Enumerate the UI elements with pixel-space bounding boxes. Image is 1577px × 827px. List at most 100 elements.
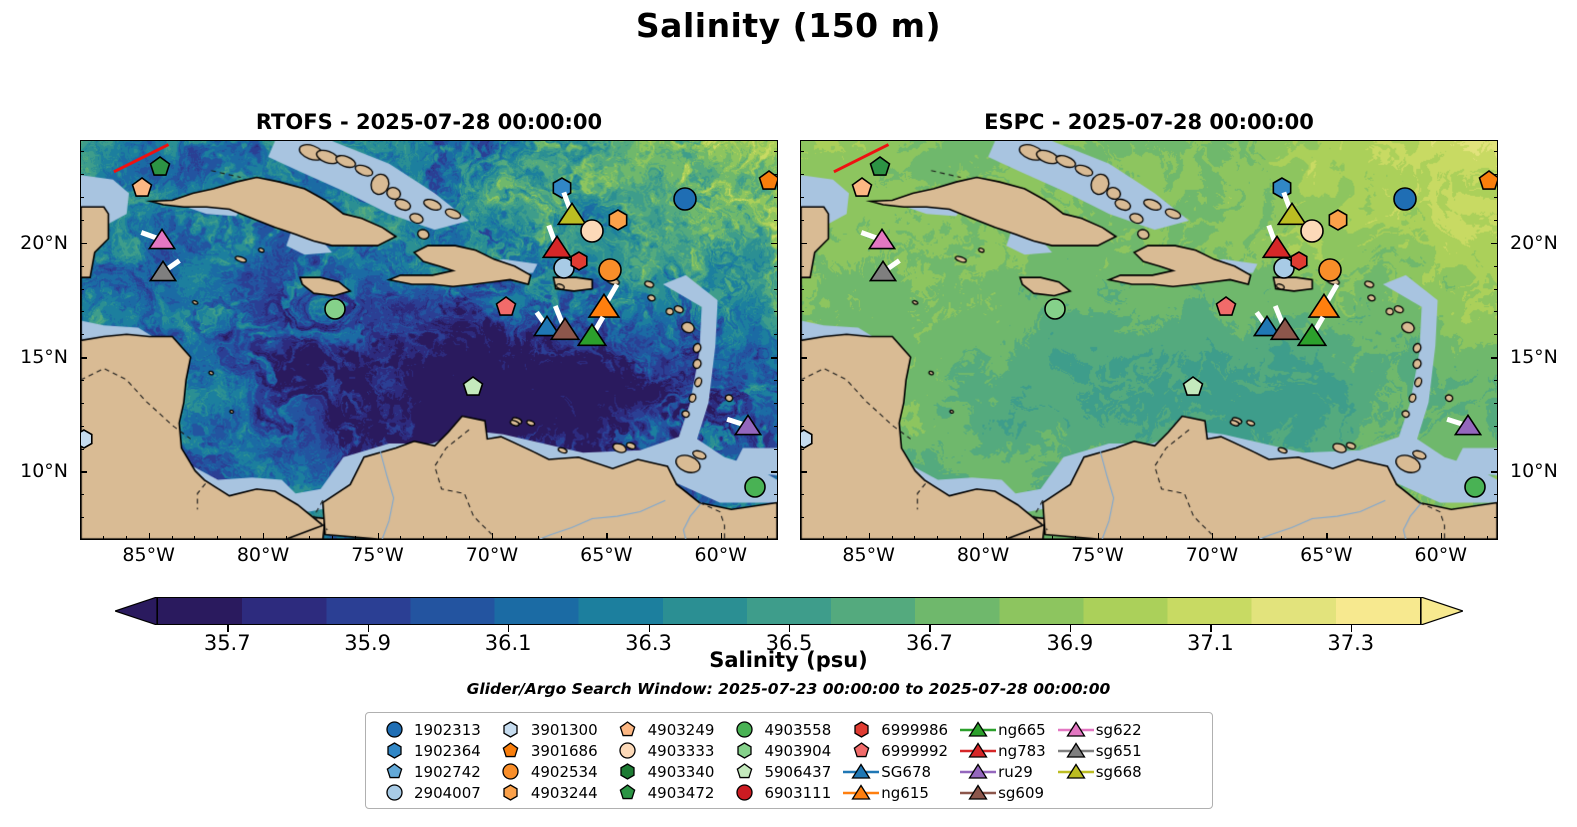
legend-box[interactable]: 1902313 1902364 1902742 2904007 3901300 39016… — [365, 712, 1213, 809]
map-marker-6999992[interactable] — [493, 294, 519, 320]
map-marker-sg651[interactable] — [869, 258, 898, 286]
map-marker-4903244[interactable] — [605, 207, 631, 233]
legend-item-4903340[interactable]: 4903340 — [608, 761, 725, 782]
map-marker-ru29[interactable] — [1453, 412, 1483, 440]
legend-item-4903333[interactable]: 4903333 — [608, 740, 725, 761]
xtick — [1440, 533, 1443, 539]
legend-item-6999986[interactable]: 6999986 — [841, 719, 958, 740]
legend-item-4903249[interactable]: 4903249 — [608, 719, 725, 740]
legend-item-sg668[interactable]: sg668 — [1056, 761, 1152, 782]
ytick-minor — [774, 380, 778, 381]
map-marker-sg668[interactable] — [1276, 200, 1308, 230]
legend-item-sg622[interactable]: sg622 — [1056, 719, 1152, 740]
legend-item-6903111[interactable]: 6903111 — [724, 782, 841, 803]
map-marker-1902364[interactable] — [549, 175, 575, 201]
map-marker-sg668[interactable] — [556, 200, 588, 230]
map-marker-3901686[interactable] — [1476, 168, 1497, 194]
search-window-caption: Glider/Argo Search Window: 2025-07-23 00… — [466, 680, 1111, 698]
xtick-minor — [285, 536, 287, 540]
map-marker-4903904[interactable] — [322, 296, 348, 322]
map-marker-5906437[interactable] — [1180, 374, 1206, 400]
legend-item-ru29[interactable]: ru29 — [958, 761, 1056, 782]
legend-item-3901686[interactable]: 3901686 — [491, 740, 608, 761]
xtick-label: 75°W — [351, 544, 404, 566]
colorbar[interactable]: 35.7 35.9 36.1 36.3 36.5 36.7 36.9 37.1 37.3 — [115, 597, 1463, 655]
map-marker-4903244[interactable] — [1325, 207, 1351, 233]
colorbar-gradient — [157, 597, 1421, 625]
ytick-minor — [80, 494, 84, 496]
legend-item-1902364[interactable]: 1902364 — [374, 740, 491, 761]
legend-item-5906437[interactable]: 5906437 — [724, 761, 841, 782]
map-marker-ng665[interactable] — [1297, 321, 1328, 351]
map-panel-rtofs: RTOFS - 2025-07-28 00:00:00 85°W 80°W 75°W… — [20, 110, 778, 566]
map-marker-4903558[interactable] — [742, 474, 768, 500]
legend-item-6999992[interactable]: 6999992 — [841, 740, 958, 761]
legend-item-sg609[interactable]: sg609 — [958, 782, 1056, 803]
legend-item-ng665[interactable]: ng665 — [958, 719, 1056, 740]
legend-item-SG678[interactable]: SG678 — [841, 761, 958, 782]
legend-label: 4903340 — [647, 762, 715, 781]
ytick-minor — [1494, 380, 1498, 381]
map-marker-SG678[interactable] — [532, 313, 561, 341]
map-marker-sg622[interactable] — [868, 226, 897, 254]
map-marker-4902534[interactable] — [596, 256, 624, 284]
map-marker-5906437[interactable] — [460, 374, 486, 400]
map-marker-1902313[interactable] — [671, 185, 699, 213]
legend-item-4903244[interactable]: 4903244 — [491, 782, 608, 803]
map-marker-1902364[interactable] — [1269, 175, 1295, 201]
legend-label: 4903558 — [764, 720, 832, 739]
map-marker-4903558[interactable] — [1462, 474, 1488, 500]
ytick — [771, 471, 778, 473]
ytick-minor — [800, 334, 804, 336]
legend-item-4903904[interactable]: 4903904 — [724, 740, 841, 761]
ytick-minor — [80, 288, 84, 290]
map-marker-3901300[interactable] — [801, 427, 816, 451]
ytick-minor — [774, 448, 778, 450]
map-marker-1902313[interactable] — [1391, 185, 1419, 213]
map-marker-6999986[interactable] — [1287, 249, 1311, 273]
ytick-minor — [1494, 494, 1498, 496]
legend-item-4903558[interactable]: 4903558 — [724, 719, 841, 740]
ytick-minor — [1494, 265, 1498, 267]
map-marker-sg609[interactable] — [1269, 315, 1301, 345]
map-marker-6999986[interactable] — [567, 249, 591, 273]
map-frame-espc[interactable] — [800, 140, 1498, 540]
map-marker-4903904[interactable] — [1042, 296, 1068, 322]
colorbar-tick — [789, 625, 791, 632]
legend-label: sg651 — [1095, 741, 1142, 760]
legend-item-3901300[interactable]: 3901300 — [491, 719, 608, 740]
map-marker-3901300[interactable] — [81, 427, 96, 451]
map-marker-sg622[interactable] — [148, 226, 177, 254]
map-marker-SG678[interactable] — [1252, 313, 1281, 341]
map-marker-ng783[interactable] — [541, 233, 573, 263]
map-marker-4903333[interactable] — [1298, 217, 1326, 245]
map-marker-4902534[interactable] — [1316, 256, 1344, 284]
legend-item-4902534[interactable]: 4902534 — [491, 761, 608, 782]
map-marker-sg609[interactable] — [549, 315, 581, 345]
legend-item-sg651[interactable]: sg651 — [1056, 740, 1152, 761]
ytick — [771, 242, 778, 245]
map-marker-ng665[interactable] — [577, 321, 608, 351]
legend-item-1902313[interactable]: 1902313 — [374, 719, 491, 740]
map-marker-4903249[interactable] — [849, 175, 875, 201]
legend-item-ng783[interactable]: ng783 — [958, 740, 1056, 761]
map-marker-6999992[interactable] — [1213, 294, 1239, 320]
xtick-minor — [240, 536, 242, 540]
panel-title-espc: ESPC - 2025-07-28 00:00:00 — [984, 110, 1314, 134]
legend-item-1902742[interactable]: 1902742 — [374, 761, 491, 782]
xtick-label: 80°W — [236, 544, 290, 566]
legend-item-ng615[interactable]: ng615 — [841, 782, 958, 803]
ytick-minor — [800, 402, 804, 404]
map-marker-3901686[interactable] — [756, 168, 777, 194]
map-marker-4903333[interactable] — [578, 217, 606, 245]
legend-item-4903472[interactable]: 4903472 — [608, 782, 725, 803]
map-marker-4903472[interactable] — [867, 154, 893, 180]
ytick-label: 10°N — [1510, 460, 1558, 483]
map-marker-sg651[interactable] — [149, 258, 178, 286]
map-marker-4903249[interactable] — [129, 175, 155, 201]
map-marker-ru29[interactable] — [733, 412, 763, 440]
legend-item-2904007[interactable]: 2904007 — [374, 782, 491, 803]
map-marker-4903472[interactable] — [147, 154, 173, 180]
map-frame-rtofs[interactable] — [80, 140, 778, 540]
map-marker-ng783[interactable] — [1261, 233, 1293, 263]
